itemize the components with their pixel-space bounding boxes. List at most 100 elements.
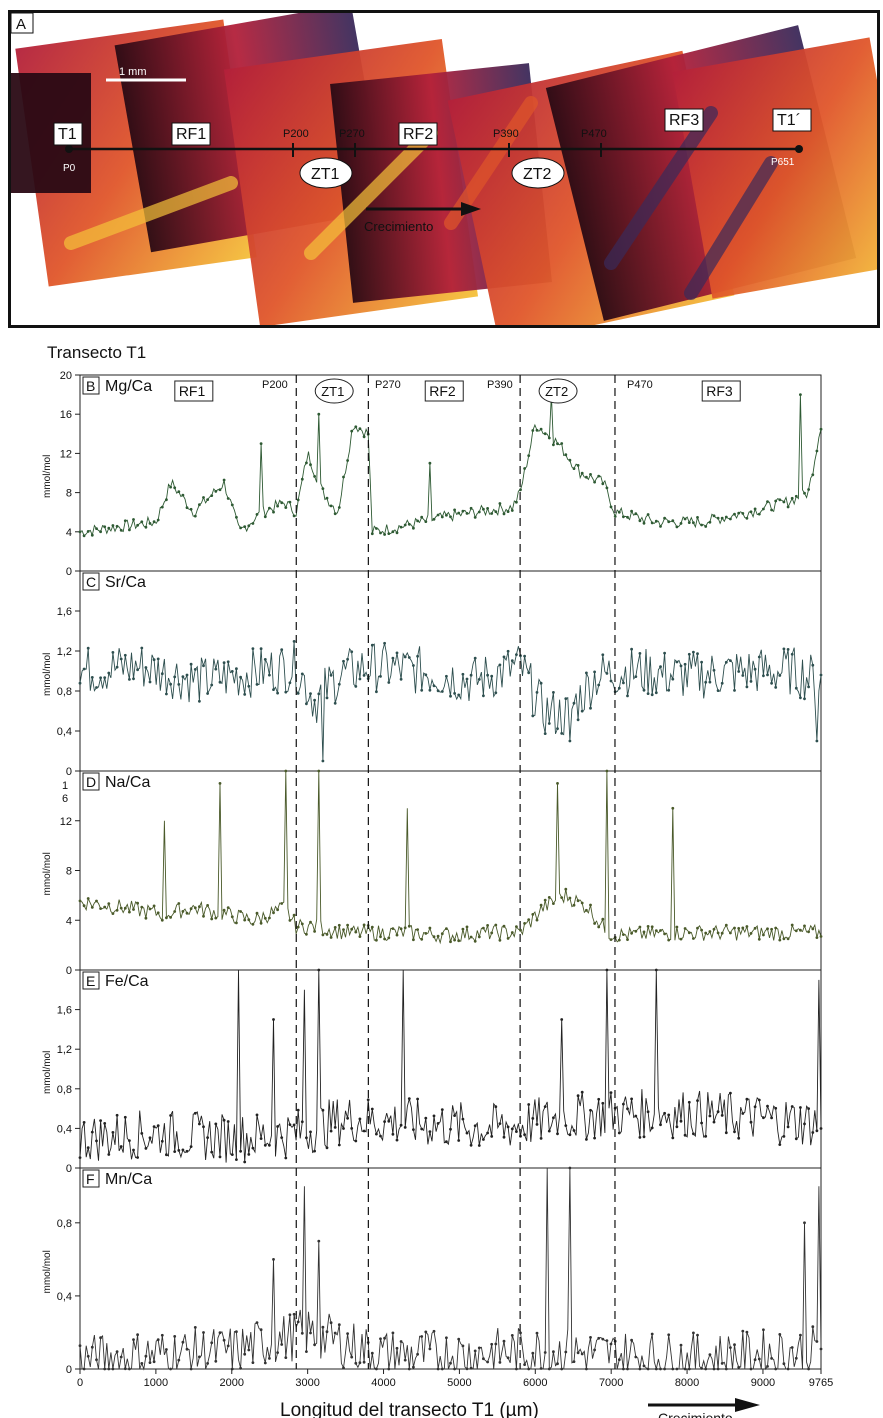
zone-label-rf1: RF1 (176, 126, 206, 143)
data-point-c (642, 688, 646, 692)
data-point-e (362, 1129, 366, 1133)
data-point-e (160, 1139, 164, 1143)
data-point-e (399, 1123, 403, 1127)
data-point-e (704, 1134, 708, 1138)
data-point-b (593, 480, 596, 484)
panel-letter-d: D (86, 774, 96, 790)
data-point-e (395, 1138, 399, 1142)
data-point-f (634, 1355, 638, 1359)
data-point-d (473, 939, 477, 943)
data-point-d (766, 927, 769, 931)
data-point-d (210, 917, 214, 921)
data-point-c (729, 659, 732, 662)
data-point-e (753, 1105, 757, 1109)
data-point-d (103, 905, 107, 909)
data-point-d (198, 905, 201, 909)
data-point-b (552, 443, 555, 447)
data-point-b (539, 427, 543, 431)
data-point-b (469, 506, 473, 510)
data-point-d (321, 933, 325, 937)
data-point-e (370, 1107, 374, 1111)
data-point-e (78, 1156, 82, 1159)
data-point-e (424, 1116, 428, 1120)
data-point-e (671, 1136, 675, 1140)
series-line-b (79, 394, 822, 537)
data-point-f (202, 1331, 205, 1334)
data-point-c (605, 672, 609, 675)
y-tick-label-e: 1,2 (57, 1044, 72, 1056)
data-point-c (638, 652, 642, 655)
data-point-c (589, 706, 592, 710)
data-point-e (337, 1143, 341, 1147)
data-point-d (749, 932, 753, 935)
data-point-c (325, 696, 329, 700)
data-point-e (226, 1120, 230, 1123)
data-point-d (222, 908, 226, 912)
data-point-e (350, 1127, 354, 1130)
data-point-b (214, 490, 218, 493)
data-point-d (659, 929, 662, 932)
x-tick-label: 8000 (675, 1377, 699, 1389)
data-point-f (790, 1346, 794, 1349)
y-tick-label-c: 1,2 (57, 646, 72, 658)
data-point-b (654, 519, 658, 523)
data-point-d (498, 938, 502, 942)
data-point-f (103, 1367, 107, 1371)
data-point-e (708, 1114, 712, 1118)
data-point-e (387, 1119, 391, 1123)
start-point-label: P0 (63, 163, 76, 174)
data-point-d (700, 928, 703, 932)
data-point-c (436, 689, 440, 693)
data-point-f (576, 1351, 580, 1355)
data-point-e (778, 1143, 782, 1146)
data-point-c (724, 660, 728, 664)
data-point-e (502, 1135, 506, 1139)
data-point-e (700, 1121, 703, 1125)
data-point-b (700, 523, 703, 527)
data-point-f (420, 1335, 424, 1338)
data-point-d (111, 912, 115, 915)
header-zone-zt2: ZT2 (545, 384, 568, 399)
y-tick-label-b: 8 (66, 488, 72, 500)
data-point-f (774, 1367, 778, 1371)
plot-frame-e (79, 969, 822, 1169)
data-point-c (733, 689, 736, 692)
data-point-b (189, 507, 193, 511)
data-point-e (679, 1119, 683, 1123)
data-point-c (379, 675, 382, 678)
data-point-c (78, 681, 82, 685)
data-point-b (169, 485, 173, 489)
data-point-b (515, 500, 518, 504)
data-point-d (193, 906, 197, 910)
y-tick-label-c: 0 (66, 766, 72, 778)
data-point-d (399, 927, 403, 931)
data-point-b (794, 494, 798, 498)
data-point-c (210, 683, 214, 687)
data-point-f (247, 1348, 251, 1352)
data-point-d (309, 920, 312, 924)
data-point-f (189, 1367, 193, 1371)
data-point-e (305, 1136, 308, 1140)
data-point-b (263, 515, 267, 519)
data-point-c (741, 674, 745, 677)
data-point-e (675, 1125, 679, 1129)
data-point-c (782, 647, 786, 651)
data-point-c (399, 677, 403, 681)
zone-label-rf1-box (171, 122, 211, 146)
data-point-e (510, 1127, 514, 1131)
transect-end-dot (795, 145, 803, 153)
data-point-f (535, 1331, 539, 1335)
data-point-b (659, 525, 662, 528)
data-point-b (247, 524, 251, 528)
data-point-f (280, 1343, 284, 1346)
data-point-b (782, 500, 786, 504)
data-point-b (185, 506, 189, 510)
data-point-f (243, 1352, 247, 1356)
data-point-c (362, 674, 366, 677)
data-point-e (90, 1130, 94, 1134)
data-point-b (337, 506, 341, 509)
data-point-c (560, 732, 564, 735)
data-point-e (465, 1131, 469, 1135)
data-point-b (568, 458, 572, 462)
data-point-e (416, 1097, 419, 1101)
